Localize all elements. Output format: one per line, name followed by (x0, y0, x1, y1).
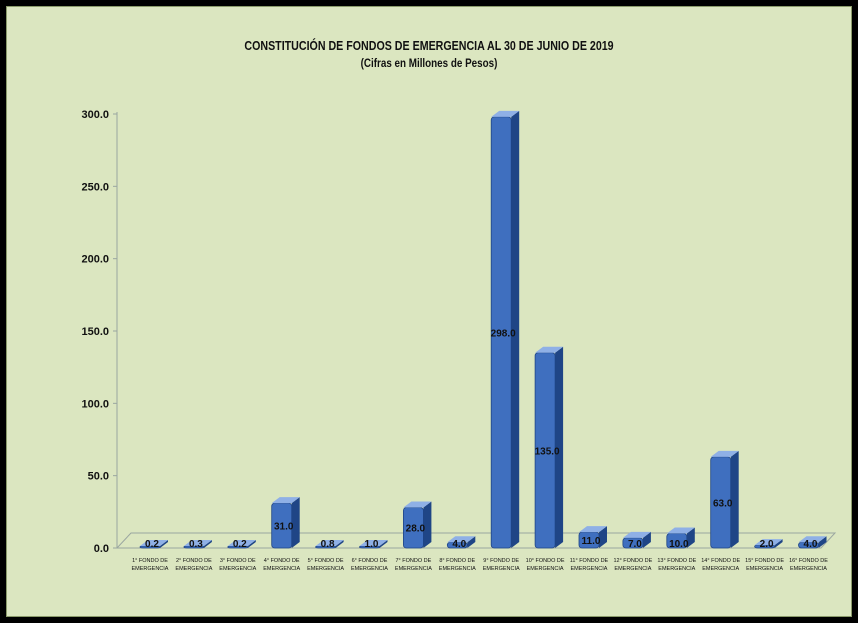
data-label: 0.3 (189, 539, 203, 550)
x-tick-label: 9° FONDO DE (483, 558, 519, 564)
x-tick-label: 12° FONDO DE (613, 558, 652, 564)
x-tick-label: 3° FONDO DE (220, 558, 256, 564)
x-tick-label: EMERGENCIA (746, 566, 783, 572)
bar-side (686, 527, 695, 548)
data-label: 11.0 (582, 536, 601, 547)
data-label: 31.0 (274, 522, 294, 533)
data-label: 298.0 (491, 328, 516, 339)
y-tick-label: 250.0 (81, 181, 109, 193)
x-tick-label: 14° FONDO DE (701, 558, 740, 564)
x-tick-label: 11° FONDO DE (570, 558, 609, 564)
x-tick-label: 1° FONDO DE (132, 558, 168, 564)
data-label: 135.0 (535, 446, 560, 457)
data-label: 0.2 (145, 539, 159, 550)
bar-side (511, 110, 520, 548)
x-tick-label: 8° FONDO DE (439, 558, 475, 564)
bar-side (335, 540, 344, 548)
x-tick-label: 13° FONDO DE (657, 558, 696, 564)
x-tick-label: 16° FONDO DE (789, 558, 828, 564)
x-tick-label: EMERGENCIA (702, 566, 739, 572)
bar-side (203, 540, 212, 548)
bar-side (730, 450, 739, 548)
chart-title: CONSTITUCIÓN DE FONDOS DE EMERGENCIA AL … (244, 38, 614, 53)
bar-top (666, 527, 695, 534)
bar-top (403, 501, 432, 508)
data-label: 10.0 (669, 539, 689, 550)
x-tick-label: EMERGENCIA (658, 566, 695, 572)
x-tick-label: EMERGENCIA (790, 566, 827, 572)
bar-top (535, 346, 564, 353)
bar-top (271, 497, 300, 504)
y-tick-label: 0.0 (94, 543, 109, 555)
bar-top (798, 536, 827, 543)
x-tick-label: EMERGENCIA (175, 566, 212, 572)
bar-side (160, 540, 168, 548)
bar-top (710, 450, 739, 457)
data-label: 7.0 (628, 539, 642, 550)
bar-top (140, 540, 168, 546)
bar-side (291, 497, 300, 548)
x-tick-label: EMERGENCIA (527, 566, 564, 572)
x-tick-label: EMERGENCIA (614, 566, 651, 572)
x-tick-label: EMERGENCIA (439, 566, 476, 572)
data-label: 2.0 (760, 539, 774, 550)
bar-top (227, 540, 256, 546)
bar-top (315, 540, 344, 546)
bar-side (774, 539, 783, 548)
x-tick-label: EMERGENCIA (483, 566, 520, 572)
bar-top (447, 536, 476, 543)
chart-subtitle: (Cifras en Millones de Pesos) (360, 56, 498, 70)
bar-side (555, 346, 564, 548)
y-tick-label: 50.0 (88, 471, 109, 483)
x-tick-label: EMERGENCIA (132, 566, 169, 572)
x-tick-label: EMERGENCIA (571, 566, 608, 572)
x-tick-label: 4° FONDO DE (264, 558, 300, 564)
x-tick-label: EMERGENCIA (395, 566, 432, 572)
bar-side (467, 536, 476, 548)
y-tick-label: 100.0 (81, 398, 109, 410)
bar-side (642, 531, 651, 548)
y-tick-label: 300.0 (81, 109, 109, 121)
x-tick-label: 2° FONDO DE (176, 558, 212, 564)
x-tick-label: EMERGENCIA (263, 566, 300, 572)
bar-side (818, 536, 827, 548)
x-tick-label: 5° FONDO DE (308, 558, 344, 564)
x-tick-label: EMERGENCIA (307, 566, 344, 572)
bar-top (622, 531, 651, 538)
data-label: 4.0 (452, 539, 466, 550)
chart-frame: CONSTITUCIÓN DE FONDOS DE EMERGENCIA AL … (6, 6, 852, 617)
bar-side (379, 540, 388, 548)
y-tick-label: 200.0 (81, 254, 109, 266)
x-tick-label: 15° FONDO DE (745, 558, 784, 564)
bar-top (579, 526, 607, 533)
bar-top (183, 540, 212, 546)
bar-chart: 0.0 50.0 100.0 150.0 200.0 250.0 300.0 0.2 1° FO… (81, 109, 837, 572)
x-tick-label: EMERGENCIA (219, 566, 256, 572)
data-label: 28.0 (406, 524, 426, 535)
x-tick-label: 7° FONDO DE (395, 558, 431, 564)
bar-top (359, 540, 388, 546)
data-label: 0.8 (321, 539, 335, 550)
y-tick-label: 150.0 (81, 326, 109, 338)
data-label: 1.0 (365, 539, 379, 550)
x-tick-label: 10° FONDO DE (526, 558, 565, 564)
data-label: 0.2 (233, 539, 247, 550)
bar-side (599, 526, 607, 548)
data-label: 4.0 (804, 539, 818, 550)
bar-side (423, 501, 432, 548)
bar-top (754, 539, 783, 546)
data-label: 63.0 (713, 498, 733, 509)
x-tick-label: 6° FONDO DE (352, 558, 388, 564)
bar-top (491, 110, 520, 117)
x-tick-label: EMERGENCIA (351, 566, 388, 572)
bar-side (247, 540, 256, 548)
